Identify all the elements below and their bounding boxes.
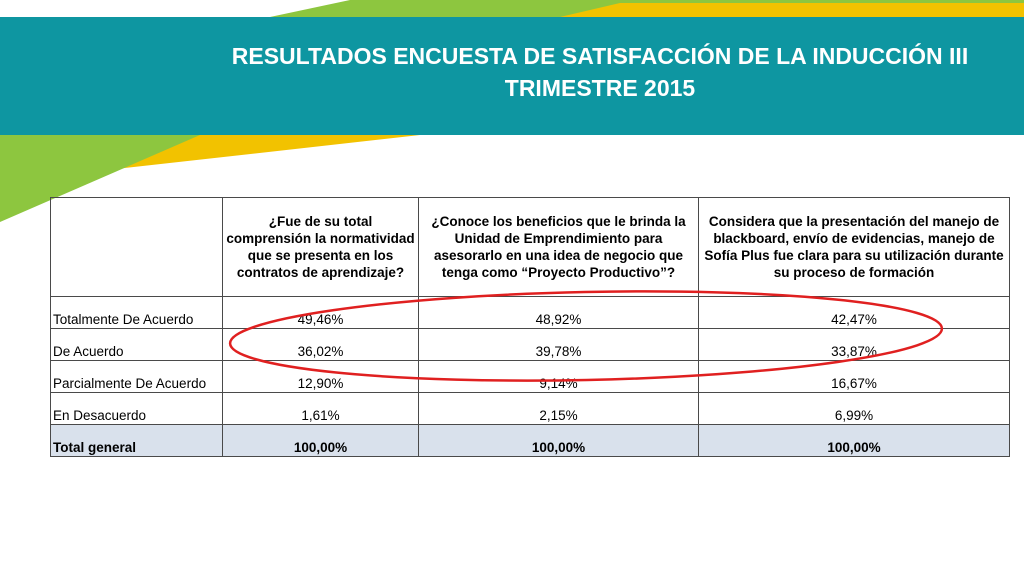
table-row: De Acuerdo 36,02% 39,78% 33,87%: [50, 328, 1010, 361]
header-question-3: Considera que la presentación del manejo…: [698, 197, 1010, 297]
cell-value: 1,61%: [222, 392, 419, 425]
total-value: 100,00%: [418, 424, 699, 457]
header-question-1: ¿Fue de su total comprensión la normativ…: [222, 197, 419, 297]
total-value: 100,00%: [222, 424, 419, 457]
cell-value: 2,15%: [418, 392, 699, 425]
cell-value: 33,87%: [698, 328, 1010, 361]
cell-value: 6,99%: [698, 392, 1010, 425]
table-total-row: Total general 100,00% 100,00% 100,00%: [50, 424, 1010, 457]
row-label: De Acuerdo: [50, 328, 223, 361]
cell-value: 9,14%: [418, 360, 699, 393]
row-label: Parcialmente De Acuerdo: [50, 360, 223, 393]
total-label: Total general: [50, 424, 223, 457]
cell-value: 42,47%: [698, 296, 1010, 329]
cell-value: 16,67%: [698, 360, 1010, 393]
table-row: En Desacuerdo 1,61% 2,15% 6,99%: [50, 392, 1010, 425]
row-label: En Desacuerdo: [50, 392, 223, 425]
cell-value: 49,46%: [222, 296, 419, 329]
table-row: Totalmente De Acuerdo 49,46% 48,92% 42,4…: [50, 296, 1010, 329]
cell-value: 36,02%: [222, 328, 419, 361]
table-row: Parcialmente De Acuerdo 12,90% 9,14% 16,…: [50, 360, 1010, 393]
title-banner: [0, 17, 1024, 135]
page-title: RESULTADOS ENCUESTA DE SATISFACCIÓN DE L…: [231, 43, 969, 101]
row-label: Totalmente De Acuerdo: [50, 296, 223, 329]
cell-value: 39,78%: [418, 328, 699, 361]
table-header-row: ¿Fue de su total comprensión la normativ…: [50, 197, 1010, 297]
total-value: 100,00%: [698, 424, 1010, 457]
cell-value: 12,90%: [222, 360, 419, 393]
cell-value: 48,92%: [418, 296, 699, 329]
header-corner-cell: [50, 197, 223, 297]
survey-results-table: ¿Fue de su total comprensión la normativ…: [50, 197, 1010, 457]
header-question-2: ¿Conoce los beneficios que le brinda la …: [418, 197, 699, 297]
